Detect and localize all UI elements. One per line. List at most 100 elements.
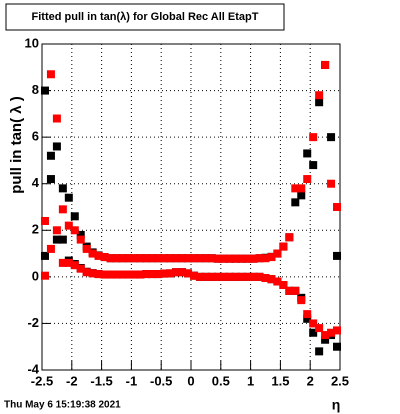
marker bbox=[333, 342, 342, 351]
marker bbox=[160, 269, 169, 278]
marker bbox=[201, 272, 210, 281]
marker bbox=[297, 184, 306, 193]
marker bbox=[231, 254, 240, 263]
marker bbox=[327, 179, 336, 188]
marker bbox=[70, 261, 79, 270]
marker bbox=[309, 133, 318, 142]
marker bbox=[255, 272, 264, 281]
marker bbox=[207, 272, 216, 281]
y-tick-label: 6 bbox=[32, 129, 39, 144]
timestamp: Thu May 6 15:19:38 2021 bbox=[4, 400, 121, 411]
marker bbox=[315, 324, 324, 333]
marker bbox=[195, 254, 204, 263]
marker bbox=[136, 270, 145, 279]
marker bbox=[303, 314, 312, 323]
marker bbox=[219, 272, 228, 281]
marker bbox=[130, 254, 139, 263]
marker bbox=[249, 254, 258, 263]
marker bbox=[273, 277, 282, 286]
marker bbox=[124, 270, 133, 279]
y-tick-label: 2 bbox=[32, 222, 39, 237]
marker bbox=[315, 98, 324, 107]
marker bbox=[52, 226, 61, 235]
x-tick-label: 1 bbox=[247, 373, 254, 388]
marker bbox=[309, 319, 318, 328]
marker bbox=[46, 175, 55, 184]
marker bbox=[309, 328, 318, 337]
y-tick-label: -2 bbox=[27, 315, 39, 330]
marker bbox=[291, 286, 300, 295]
marker bbox=[70, 212, 79, 221]
y-tick-label: -4 bbox=[27, 361, 39, 376]
marker bbox=[327, 133, 336, 142]
marker bbox=[70, 226, 79, 235]
x-tick-label: -1 bbox=[126, 373, 138, 388]
marker bbox=[142, 254, 151, 263]
marker bbox=[124, 254, 133, 263]
marker bbox=[279, 281, 288, 290]
marker bbox=[112, 270, 121, 279]
marker bbox=[243, 254, 252, 263]
y-tick-label: 8 bbox=[32, 82, 39, 97]
marker bbox=[303, 175, 312, 184]
marker bbox=[112, 254, 121, 263]
title-box bbox=[5, 3, 285, 31]
marker bbox=[178, 254, 187, 263]
marker bbox=[297, 296, 306, 305]
marker bbox=[76, 235, 85, 244]
x-tick-label: 0 bbox=[187, 373, 194, 388]
marker bbox=[46, 244, 55, 253]
marker bbox=[64, 258, 73, 267]
marker bbox=[142, 270, 151, 279]
marker bbox=[279, 242, 288, 251]
x-axis-label: η bbox=[332, 397, 341, 413]
marker bbox=[40, 86, 49, 95]
marker bbox=[195, 272, 204, 281]
marker bbox=[118, 254, 127, 263]
marker bbox=[40, 271, 49, 280]
marker bbox=[178, 268, 187, 277]
marker bbox=[213, 254, 222, 263]
x-tick-label: -1.5 bbox=[90, 373, 112, 388]
marker bbox=[100, 270, 109, 279]
marker bbox=[231, 272, 240, 281]
marker bbox=[291, 184, 300, 193]
marker bbox=[189, 271, 198, 280]
marker bbox=[40, 216, 49, 225]
marker bbox=[82, 268, 91, 277]
marker bbox=[261, 254, 270, 263]
marker bbox=[225, 254, 234, 263]
chart-title: Fitted pull in tan(λ) for Global Rec All… bbox=[32, 11, 259, 23]
marker bbox=[94, 270, 103, 279]
marker bbox=[166, 254, 175, 263]
marker bbox=[285, 233, 294, 242]
marker bbox=[154, 270, 163, 279]
marker bbox=[52, 142, 61, 151]
marker bbox=[58, 184, 67, 193]
marker bbox=[297, 191, 306, 200]
marker bbox=[285, 286, 294, 295]
marker bbox=[219, 254, 228, 263]
marker bbox=[249, 272, 258, 281]
marker bbox=[166, 269, 175, 278]
marker bbox=[76, 264, 85, 273]
y-tick-label: 4 bbox=[32, 175, 40, 190]
marker bbox=[333, 203, 342, 211]
marker bbox=[333, 326, 342, 335]
marker bbox=[237, 272, 246, 281]
marker bbox=[160, 254, 169, 263]
marker bbox=[46, 70, 55, 79]
marker bbox=[172, 254, 181, 263]
marker bbox=[261, 274, 270, 283]
x-tick-label: -2.5 bbox=[31, 373, 53, 388]
x-tick-label: 0.5 bbox=[212, 373, 230, 388]
marker bbox=[58, 258, 67, 267]
marker bbox=[213, 272, 222, 281]
plot-frame bbox=[41, 43, 341, 371]
marker bbox=[106, 254, 115, 263]
marker bbox=[52, 114, 61, 123]
x-tick-label: -2 bbox=[66, 373, 78, 388]
marker bbox=[76, 230, 85, 239]
marker bbox=[189, 254, 198, 263]
